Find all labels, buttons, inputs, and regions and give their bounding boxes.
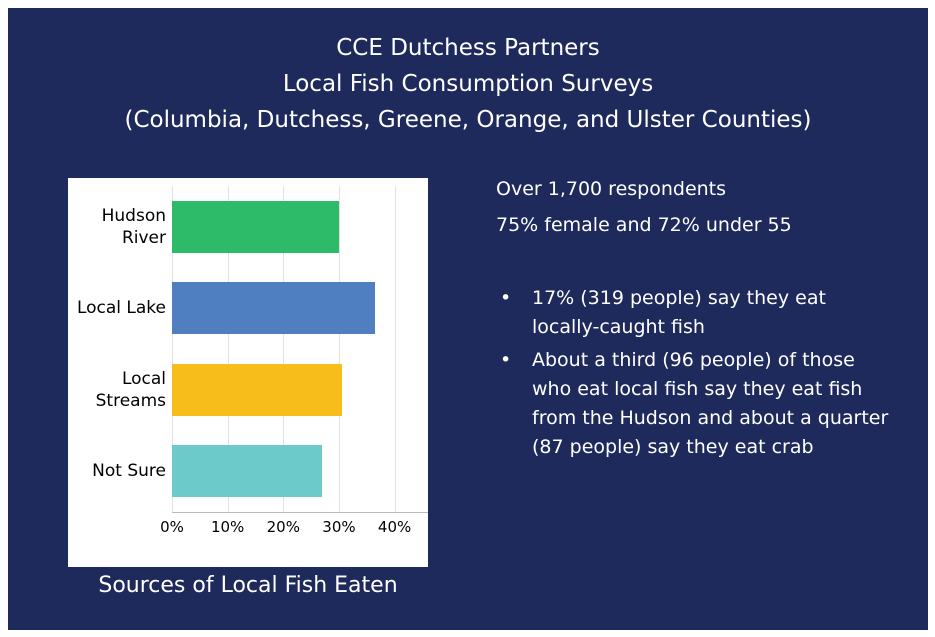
- slide-title: CCE Dutchess Partners Local Fish Consump…: [8, 30, 928, 138]
- y-tick-label: Not Sure: [92, 461, 166, 482]
- grid-line: [338, 186, 340, 512]
- title-line: (Columbia, Dutchess, Greene, Orange, and…: [124, 107, 812, 133]
- x-tick-label: 30%: [322, 518, 356, 536]
- y-tick-label: Local Streams: [95, 368, 166, 411]
- title-line: Local Fish Consumption Surveys: [282, 71, 654, 97]
- stat: Over 1,700 respondents: [496, 178, 727, 200]
- bar: [172, 363, 342, 416]
- grid-line: [283, 186, 285, 512]
- y-tick-label: Local Lake: [76, 298, 166, 319]
- grid-line: [172, 186, 173, 512]
- stat: 75% female and 72% under 55: [496, 214, 792, 236]
- bullet: 17% (319 people) say they eat locally-ca…: [496, 284, 896, 342]
- x-axis: [172, 512, 428, 513]
- stats: Over 1,700 respondents 75% female and 72…: [496, 171, 792, 243]
- slide: CCE Dutchess Partners Local Fish Consump…: [8, 8, 928, 630]
- chart-title: Sources of Local Fish Eaten: [98, 573, 398, 598]
- grid-line: [394, 186, 396, 512]
- title-line: CCE Dutchess Partners: [336, 35, 600, 61]
- bar: [172, 445, 323, 498]
- bullet: About a third (96 people) of those who e…: [496, 346, 896, 462]
- x-tick-label: 40%: [377, 518, 412, 536]
- x-tick-label: 0%: [160, 518, 184, 536]
- x-tick-label: 10%: [210, 518, 245, 536]
- x-tick-label: 20%: [266, 518, 300, 536]
- chart-panel: 0% 10% 20% 30% 40% Hudson River Local Lake Loca…: [68, 178, 428, 567]
- grid-line: [227, 186, 229, 512]
- bar: [172, 282, 376, 335]
- bar: [172, 200, 339, 253]
- bullet-list: 17% (319 people) say they eat locally-ca…: [496, 284, 896, 466]
- y-tick-label: Hudson River: [101, 205, 166, 248]
